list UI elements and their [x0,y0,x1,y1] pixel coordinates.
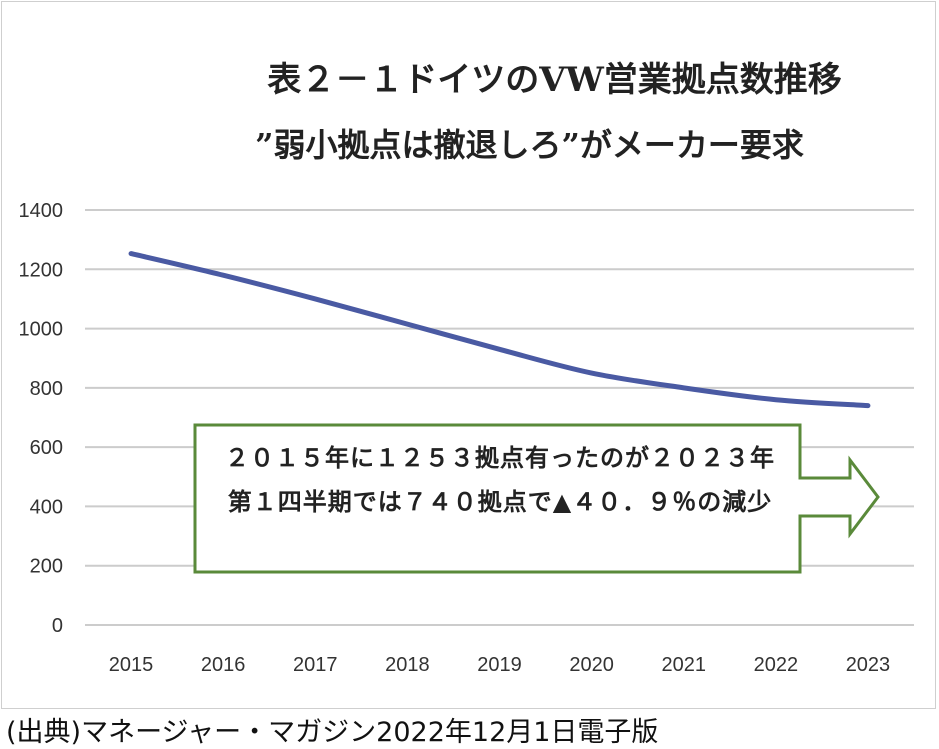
y-tick-label: 800 [30,378,63,400]
y-tick-label: 1000 [19,319,64,341]
y-tick-label: 0 [52,615,63,637]
x-tick-label: 2021 [661,654,706,676]
chart-title: 表２－１ドイツのVW営業拠点数推移 [267,60,842,100]
series-lines [128,251,871,409]
x-tick-label: 2019 [477,654,522,676]
x-tick-label: 2018 [385,654,430,676]
annotation-line-2: 第１四半期では７４０拠点で▲４０．９％の減少 [227,487,773,516]
chart-frame [1,1,936,709]
x-axis-tick-labels: 2015 2016 2017 2018 2019 2020 2021 2022 2023 [109,654,890,676]
chart-subtitle: ”弱小拠点は撤退しろ”がメーカー要求 [255,126,804,164]
annotation-callout [193,423,880,574]
annotation-text: ２０１５年に１２５３拠点有ったのが２０２３年 第１四半期では７４０拠点で▲４０．… [210,436,790,524]
y-tick-label: 1400 [19,200,64,222]
y-tick-label: 1200 [19,259,64,281]
source-note: (出典)マネージャー・マガジン2022年12月1日電子版 [6,717,659,748]
y-axis-tick-labels: 0 200 400 600 800 1000 1200 1400 [19,200,64,637]
callout-box [193,423,880,574]
x-tick-label: 2022 [754,654,799,676]
y-tick-label: 200 [30,556,63,578]
annotation-line-1: ２０１５年に１２５３拠点有ったのが２０２３年 [225,443,775,472]
x-tick-label: 2017 [293,654,338,676]
x-tick-label: 2015 [109,654,154,676]
x-tick-label: 2016 [201,654,246,676]
x-tick-label: 2023 [846,654,891,676]
x-tick-label: 2020 [569,654,614,676]
y-tick-label: 600 [30,437,63,459]
y-tick-label: 400 [30,496,63,518]
series-line [128,251,871,409]
